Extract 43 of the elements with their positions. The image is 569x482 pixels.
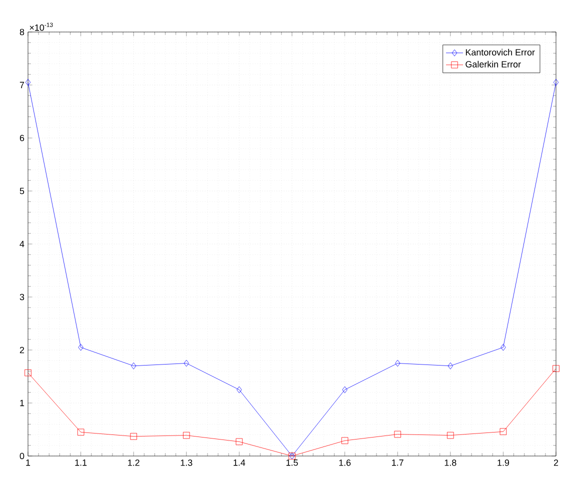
point <box>552 365 560 372</box>
y-tick-label: 3 <box>20 294 24 300</box>
point <box>25 78 31 86</box>
y-tick-label: 7 <box>20 82 24 88</box>
x-tick-label: 1 <box>26 460 30 466</box>
point <box>395 360 400 367</box>
y-tick-label: 0 <box>20 452 24 460</box>
y-tick-label: 4 <box>20 240 24 248</box>
point <box>130 433 137 440</box>
point <box>448 362 453 370</box>
point <box>24 369 32 376</box>
point <box>394 430 401 438</box>
x-tick-label: 1.8 <box>444 460 456 466</box>
y-tick-label: 6 <box>20 134 24 142</box>
point <box>236 386 242 394</box>
x-tick-label: 1.5 <box>286 460 298 466</box>
point <box>447 432 454 439</box>
point <box>500 344 506 351</box>
x-tick-label: 1.9 <box>498 460 510 466</box>
point <box>77 428 84 436</box>
legend-label: Galerkin Error <box>466 60 521 68</box>
x-tick-label: 1.4 <box>234 460 246 466</box>
y-tick-label: 8 <box>20 28 24 36</box>
point <box>131 362 136 370</box>
x-tick-label: 1.2 <box>128 460 140 466</box>
y-tick-label: 5 <box>20 188 24 194</box>
y-tick-label: 1 <box>20 400 24 406</box>
x-tick-label: 1.3 <box>180 460 192 466</box>
point <box>342 386 348 394</box>
point <box>341 437 348 444</box>
point <box>184 360 189 367</box>
x-tick-label: 1.7 <box>392 460 404 466</box>
point <box>183 432 190 439</box>
x-tick-label: 1.6 <box>339 460 351 466</box>
point <box>500 428 507 436</box>
legend-label: Kantorovich Error <box>466 48 535 56</box>
point <box>78 344 84 351</box>
x-tick-label: 2 <box>554 460 558 466</box>
x-tick-label: 1.1 <box>75 460 87 466</box>
text: ×10$^{-13}$ <box>30 22 53 31</box>
y-tick-label: 2 <box>20 346 24 354</box>
point <box>236 438 243 446</box>
point <box>553 78 559 86</box>
